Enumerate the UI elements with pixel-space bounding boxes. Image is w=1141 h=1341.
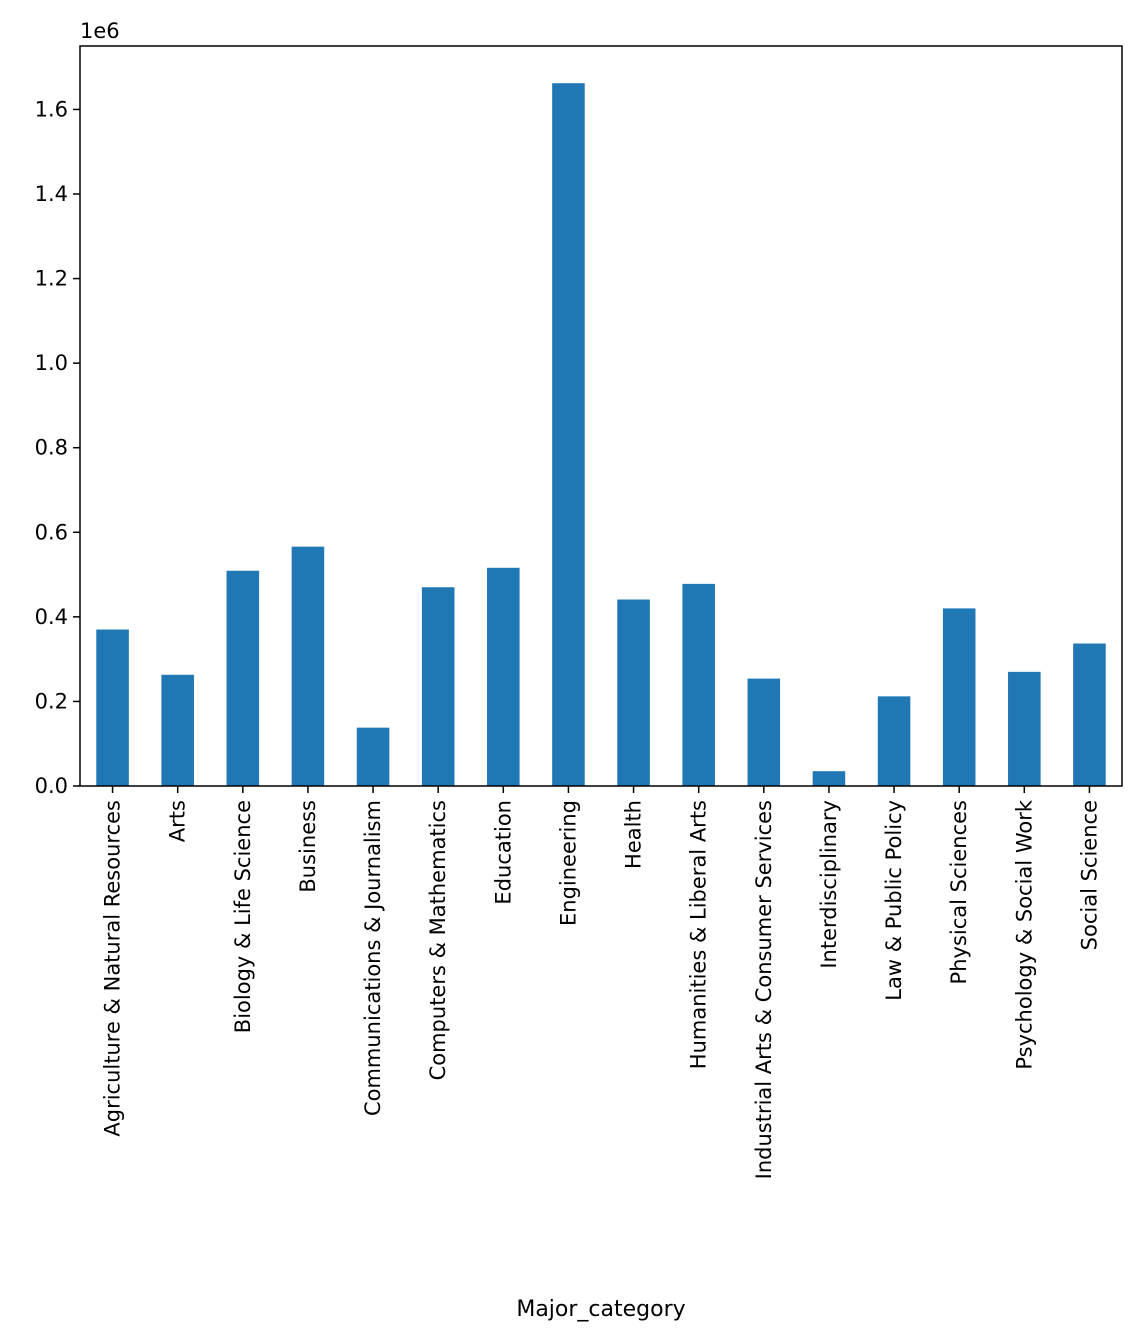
y-tick-label-0: 0.0 <box>35 774 68 798</box>
x-tick-label-7: Engineering <box>556 800 580 926</box>
bar-7 <box>552 83 585 786</box>
bars-group <box>96 83 1106 786</box>
x-tick-label-6: Education <box>491 800 515 905</box>
y-tick-label-6: 1.2 <box>35 267 68 291</box>
x-tick-label-4: Communications & Journalism <box>361 800 385 1116</box>
y-tick-label-5: 1.0 <box>35 351 68 375</box>
x-axis: Agriculture & Natural Resources Arts Biolo… <box>101 786 1101 1179</box>
x-tick-label-15: Social Science <box>1077 800 1101 950</box>
y-tick-label-1: 0.2 <box>35 689 68 713</box>
x-tick-label-14: Psychology & Social Work <box>1012 799 1036 1069</box>
bar-4 <box>356 727 390 786</box>
bar-11 <box>812 771 846 786</box>
bar-2 <box>226 570 260 786</box>
x-tick-label-0: Agriculture & Natural Resources <box>101 800 125 1137</box>
y-tick-label-7: 1.4 <box>35 182 68 206</box>
bar-9 <box>682 583 715 786</box>
x-tick-label-1: Arts <box>166 800 190 842</box>
bar-6 <box>487 567 520 786</box>
x-tick-label-13: Physical Sciences <box>947 800 971 984</box>
y-tick-label-8: 1.6 <box>35 97 68 121</box>
bar-12 <box>877 696 911 786</box>
bar-10 <box>747 678 781 786</box>
bar-1 <box>161 674 194 786</box>
bar-3 <box>291 546 325 786</box>
bar-5 <box>421 587 455 786</box>
bar-13 <box>942 608 976 786</box>
x-axis-title: Major_category <box>516 1297 685 1322</box>
y-tick-label-2: 0.4 <box>35 605 68 629</box>
x-tick-label-5: Computers & Mathematics <box>426 800 450 1080</box>
bar-14 <box>1008 671 1041 786</box>
x-tick-label-10: Industrial Arts & Consumer Services <box>752 800 776 1179</box>
bar-0 <box>96 629 129 786</box>
x-tick-label-2: Biology & Life Science <box>231 800 255 1033</box>
bar-15 <box>1073 643 1106 786</box>
y-tick-label-3: 0.6 <box>35 520 68 544</box>
x-tick-label-11: Interdisciplinary <box>817 800 841 969</box>
x-tick-label-9: Humanities & Liberal Arts <box>687 800 711 1069</box>
plot-frame <box>79 45 1123 787</box>
x-tick-label-12: Law & Public Policy <box>882 800 906 1001</box>
x-tick-label-8: Health <box>622 800 646 869</box>
x-tick-label-3: Business <box>296 800 320 893</box>
bar-8 <box>617 599 650 786</box>
y-axis: 0.0 0.2 0.4 0.6 0.8 1.0 1.2 1.4 1.6 <box>35 97 80 798</box>
y-tick-label-4: 0.8 <box>35 436 68 460</box>
y-axis-offset-label: 1e6 <box>80 19 120 43</box>
